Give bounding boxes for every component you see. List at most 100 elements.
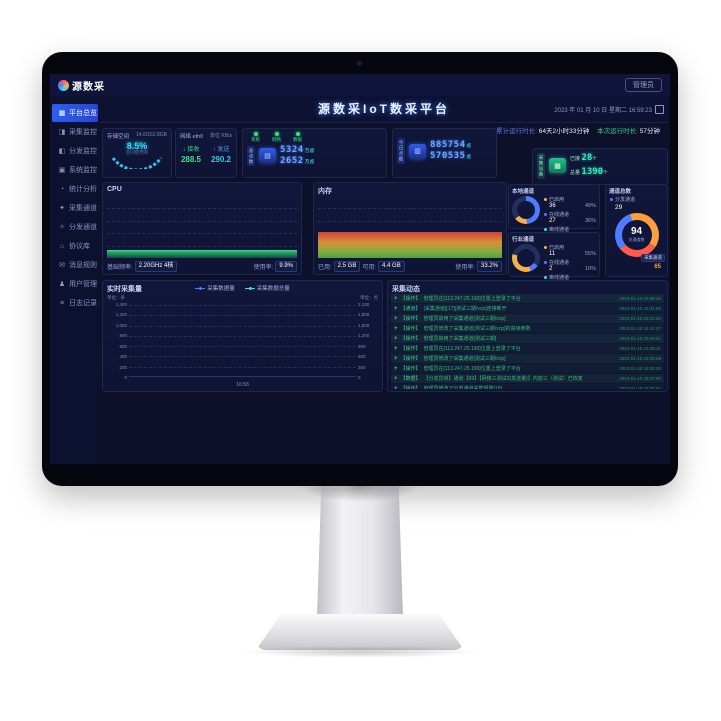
sidebar-item-label: 消息规则 — [69, 262, 97, 269]
sidebar-item-icon: ◧ — [58, 148, 66, 155]
sidebar-item-icon: ✦ — [59, 205, 65, 212]
memory-used-label: 已用: — [318, 265, 332, 271]
runtime-session-value: 57分钟 — [639, 128, 660, 135]
sidebar-item-icon: ♟ — [58, 281, 66, 288]
status-dot-item: 系统 — [251, 132, 260, 143]
channel-total-center-value: 94 — [630, 226, 643, 237]
channel-total-tag-label: 采集通道 — [641, 254, 665, 262]
cpu-panel: CPU 基础频率: 2.20GHz 4核 使用率: 9.9% — [102, 182, 302, 275]
plus-icon: + — [394, 325, 398, 332]
cpu-freq-value: 2.20GHz 4核 — [134, 261, 178, 272]
log-row[interactable]: + 【操作】 管理员修改了分发通道采集规则[19] 2023-01-10 15:… — [391, 384, 664, 389]
legend-value: 27 — [549, 218, 556, 224]
screen: 源数采 管理员 ▦ 平台总览 ◨ 采集监控 — [50, 74, 670, 464]
today-points-unit1: 点 — [466, 144, 472, 150]
legend-pct: 55% — [584, 251, 596, 257]
industry-channel-legend-row: 在线通道 2 10% — [544, 259, 596, 272]
realtime-legend-item[interactable]: 采集数据量 — [195, 284, 235, 292]
sidebar-item[interactable]: ✉ 消息规则 — [52, 256, 98, 274]
log-row[interactable]: + 【操作】 管理员在[113.247.25.190]位置上登录了平台 2023… — [391, 364, 664, 373]
industry-channels-donut — [512, 244, 540, 272]
log-timestamp: 2023-01-10 16:58:46 — [619, 296, 661, 301]
devices-row1-label: 已接 — [570, 156, 581, 162]
status-dot-item: 网络 — [272, 132, 281, 143]
axis-tick: 1,000 — [115, 322, 127, 328]
axis-tick: 1,500 — [358, 322, 370, 328]
sidebar: ▦ 平台总览 ◨ 采集监控 ◧ 分发监控 ▣ — [50, 96, 100, 464]
log-timestamp: 2023-01-10 15:38:30 — [619, 366, 661, 371]
legend-label: 已启用 — [549, 245, 565, 251]
sidebar-item[interactable]: ◨ 采集监控 — [52, 123, 98, 141]
log-timestamp: 2023-01-10 15:41:50 — [619, 316, 661, 321]
memory-title: 内存 — [318, 188, 332, 195]
legend-label: 采集数据总量 — [256, 286, 290, 292]
log-timestamp: 2023-01-10 15:37:00 — [619, 376, 661, 381]
log-row[interactable]: + 【操作】 管理员启用了采集通道[测试三期] 2023-01-10 15:40… — [391, 334, 664, 343]
sidebar-item[interactable]: ≡ 日志记录 — [52, 294, 98, 312]
log-row[interactable]: + 【操作】 管理员启用了采集通道[测试三期/vcp] 2023-01-10 1… — [391, 314, 664, 323]
sidebar-item[interactable]: ◔ 统计分析 — [52, 180, 98, 198]
log-row[interactable]: + 【操作】 管理员在[113.247.25.190]位置上登录了平台 2023… — [391, 294, 664, 303]
memory-usage-bar — [318, 231, 502, 258]
channel-total-center-label: 总通道数 — [628, 237, 645, 242]
log-row[interactable]: + 【数据】 【分发异常】通道【99】【网络三测试3(发送量)】内容三（测试）已… — [391, 374, 664, 383]
sidebar-item[interactable]: ⌂ 协议库 — [52, 237, 98, 255]
cpu-usage-label: 使用率: — [253, 265, 274, 271]
channel-total-legend-value: 29 — [615, 204, 623, 211]
right-axis-ticks: 2,100 1,800 1,500 1,200 900 600 300 0 — [356, 302, 382, 380]
sidebar-item-icon: ⌂ — [59, 242, 65, 250]
log-tag: 【操作】 — [400, 346, 421, 352]
cpu-freq-label: 基础频率: — [107, 265, 133, 271]
cpu-usage-value: 9.9% — [275, 261, 297, 272]
axis-tick: 800 — [119, 333, 127, 339]
sidebar-item[interactable]: ✦ 采集通道 — [52, 199, 98, 217]
sidebar-item-icon: ◨ — [58, 129, 66, 136]
status-dot-icon — [253, 132, 258, 136]
axis-tick: 1,800 — [358, 312, 370, 318]
axis-tick: 600 — [358, 354, 366, 360]
axis-tick: 600 — [119, 343, 127, 349]
legend-label: 在线通道 — [549, 212, 570, 218]
status-dot-label: 系统 — [251, 137, 260, 142]
log-row[interactable]: + 【操作】 管理员修改了采集通道[测试三期/vcp]的高级参数 2023-01… — [391, 324, 664, 333]
log-row[interactable]: + 【操作】 管理员在[113.247.25.190]位置上登录了平台 2023… — [391, 344, 664, 353]
log-message: 管理员修改了采集通道[测试三期/vcp] — [423, 356, 506, 362]
page-title: 源数采IoT数采平台 — [318, 102, 450, 116]
log-timestamp: 2023-01-10 15:35:54 — [619, 386, 661, 389]
log-row[interactable]: + 【通道】 [采集通道][17][测试三期/vcp]连接断开 2023-01-… — [391, 304, 664, 313]
plus-icon: + — [394, 355, 398, 362]
admin-button[interactable]: 管理员 — [625, 78, 662, 92]
total-points-card: 系统 网络 数据 — [242, 128, 387, 178]
sidebar-item[interactable]: ✧ 分发通道 — [52, 218, 98, 236]
channel-total-donut: 94 总通道数 — [614, 213, 659, 257]
devices-icon: ▦ — [549, 158, 566, 173]
legend-dot — [544, 246, 547, 249]
sidebar-item[interactable]: ▦ 平台总览 — [52, 104, 98, 122]
axis-tick: 1,200 — [115, 312, 127, 318]
network-title: 网络 eth0 — [180, 134, 204, 140]
network-send-value: 290.2 — [210, 155, 232, 164]
activity-panel: 采集动态 + 【操作】 管理员在[113.247.25.190]位置上登录了平台… — [387, 280, 668, 392]
total-points-icon: ▤ — [259, 148, 276, 164]
realtime-legend-item[interactable]: 采集数据总量 — [244, 284, 290, 292]
sidebar-item[interactable]: ◧ 分发监控 — [52, 142, 98, 160]
legend-dot — [544, 228, 547, 231]
log-row[interactable]: + 【操作】 管理员修改了采集通道[测试三期/vcp] 2023-01-10 1… — [391, 354, 664, 363]
log-timestamp: 2023-01-10 15:40:21 — [619, 336, 661, 341]
realtime-plot-area — [129, 305, 356, 377]
sidebar-item-label: 统计分析 — [69, 186, 97, 193]
axis-tick: 900 — [358, 343, 366, 349]
sidebar-item[interactable]: ♟ 用户管理 — [52, 275, 98, 293]
log-tag: 【操作】 — [400, 366, 421, 372]
log-tag: 【操作】 — [400, 326, 421, 332]
memory-usage-label: 使用率: — [455, 265, 475, 271]
status-dot-label: 数据 — [293, 137, 302, 142]
legend-dot — [544, 276, 547, 279]
sidebar-item-icon: ◔ — [59, 185, 65, 193]
cpu-title: CPU — [107, 186, 122, 193]
sidebar-item[interactable]: ▣ 系统监控 — [52, 161, 98, 179]
legend-dot — [544, 213, 547, 216]
log-message: [采集通道][17][测试三期/vcp]连接断开 — [423, 306, 507, 312]
fullscreen-icon[interactable] — [655, 105, 664, 114]
